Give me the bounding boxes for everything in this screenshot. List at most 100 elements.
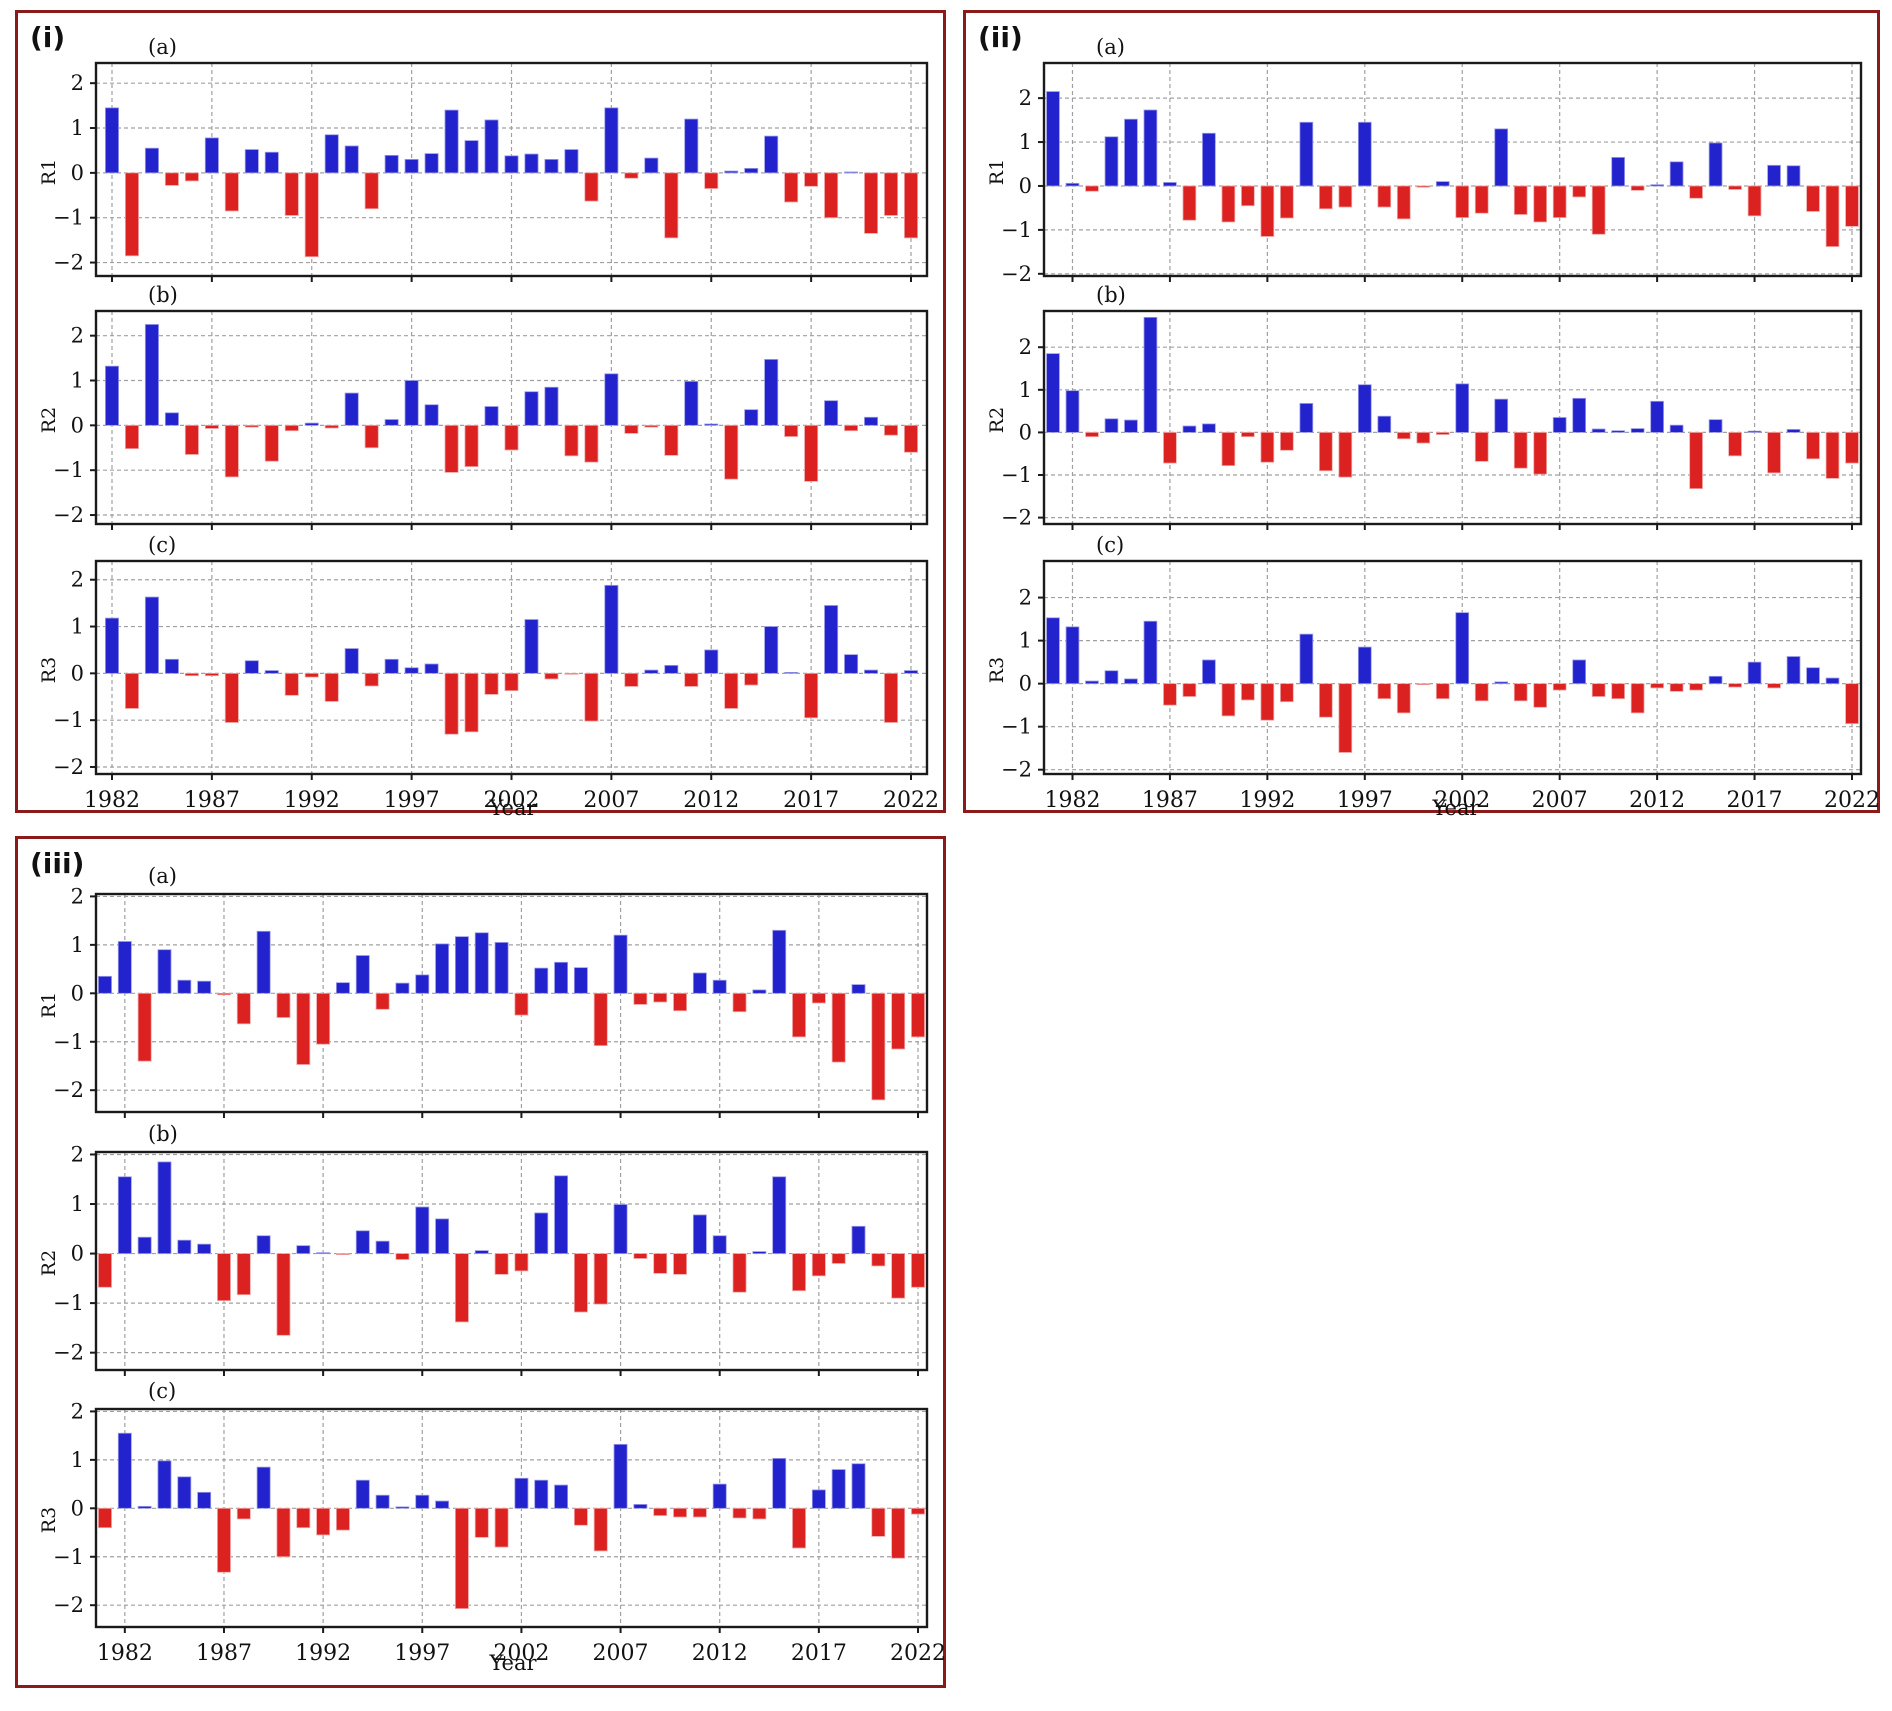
bar-1986: [184, 172, 199, 182]
bar-1982: [105, 107, 119, 174]
bar-1990: [276, 992, 291, 1018]
bar-2017: [811, 1489, 826, 1509]
bar-2018: [831, 992, 846, 1063]
bar-1982: [117, 941, 132, 994]
bar-1987: [204, 424, 219, 429]
bar-2022: [1845, 432, 1859, 464]
bar-2012: [1650, 400, 1664, 433]
bar-1993: [336, 1253, 350, 1255]
bar-2013: [1669, 683, 1684, 692]
bar-2010: [1611, 683, 1625, 700]
bar-2002: [504, 672, 519, 692]
bar-2022: [911, 992, 925, 1038]
bar-2014: [744, 409, 759, 426]
bar-1994: [344, 392, 359, 426]
bar-2005: [1513, 185, 1528, 215]
bar-1993: [1280, 185, 1294, 219]
bar-2012: [704, 649, 719, 674]
bar-2005: [573, 1253, 588, 1313]
bar-2002: [1455, 383, 1470, 433]
bar-2021: [884, 424, 899, 436]
bar-2005: [1513, 683, 1528, 702]
bar-2010: [1611, 430, 1625, 433]
bar-2013: [724, 170, 739, 174]
bar-2019: [844, 654, 859, 674]
bar-1997: [1357, 646, 1372, 685]
bar-1983: [1085, 432, 1099, 438]
bar-1985: [1124, 118, 1138, 187]
bar-2000: [474, 1250, 489, 1254]
y-tick-label: −2: [53, 1341, 84, 1365]
bar-1987: [1163, 432, 1177, 464]
bar-1986: [197, 1243, 212, 1254]
bar-2021: [1825, 677, 1840, 685]
bar-2001: [484, 672, 499, 695]
bar-1998: [1377, 683, 1392, 700]
bar-1987: [204, 672, 219, 677]
y-tick-label: −1: [53, 458, 84, 482]
bar-1996: [395, 982, 410, 994]
bar-2020: [1806, 432, 1820, 460]
bar-1995: [375, 992, 390, 1010]
bar-1982: [117, 1432, 132, 1509]
bar-2014: [1689, 185, 1703, 199]
y-tick-label: −1: [53, 708, 84, 732]
bar-2005: [573, 1507, 588, 1526]
y-tick-label: 2: [71, 1142, 84, 1166]
bar-1994: [355, 1479, 370, 1509]
y-tick-label: −2: [53, 251, 84, 275]
bar-1996: [384, 658, 399, 674]
bar-2015: [772, 1458, 787, 1509]
bar-2003: [1474, 683, 1489, 702]
bar-1992: [1260, 432, 1275, 463]
bar-1991: [284, 672, 299, 696]
bar-2006: [593, 1253, 608, 1305]
bar-2013: [1669, 424, 1684, 433]
bar-1992: [304, 172, 319, 258]
y-tick-label: 0: [1019, 420, 1032, 444]
bar-1998: [435, 1218, 450, 1254]
x-tick-label: 1982: [84, 788, 140, 813]
bar-1982: [105, 365, 119, 426]
bar-2000: [1416, 432, 1431, 444]
axes-iii-c: −2 −1 0 1 2 1982 1987 1992 1997 2002 2007 2012 2017 2…: [53, 1399, 946, 1666]
bar-2018: [1767, 432, 1781, 474]
bar-1993: [324, 134, 339, 174]
bar-1996: [384, 419, 399, 426]
panel-iii-label: (iii): [30, 847, 85, 880]
bar-2019: [1786, 429, 1801, 433]
bar-1999: [444, 424, 459, 473]
bar-2001: [494, 1253, 509, 1275]
bar-1998: [424, 404, 439, 426]
bar-2008: [633, 992, 648, 1005]
y-tick-label: 0: [1019, 174, 1032, 198]
bar-1998: [424, 153, 439, 174]
bar-2021: [884, 672, 899, 723]
bar-1997: [415, 1206, 430, 1254]
subplot-b-label: (b): [148, 1122, 178, 1146]
x-tick-label: 1987: [1142, 788, 1198, 813]
bar-1990: [276, 1507, 291, 1558]
bar-2021: [891, 992, 906, 1050]
bar-1989: [256, 1466, 271, 1509]
bar-2010: [673, 992, 687, 1012]
bar-2014: [752, 989, 767, 994]
bar-2012: [712, 979, 727, 994]
y-tick-label: 1: [71, 116, 84, 140]
bar-1984: [144, 324, 159, 426]
axes-border: [94, 892, 929, 1114]
bar-2012: [712, 1235, 727, 1254]
bar-2019: [1786, 165, 1801, 187]
panel-ii-subplot-b: (b) R2 −2 −1 0 1 2: [966, 283, 1877, 530]
bar-1985: [164, 658, 179, 674]
x-tick-label: 1987: [184, 788, 240, 813]
bar-2016: [792, 1253, 806, 1292]
bar-2002: [1455, 612, 1470, 685]
axes-border: [1042, 309, 1863, 526]
bar-2006: [1533, 185, 1548, 223]
bar-1991: [1241, 683, 1255, 701]
bar-1994: [355, 1230, 370, 1254]
bar-1984: [144, 147, 159, 174]
bar-2005: [564, 149, 579, 174]
bar-2007: [613, 1443, 628, 1509]
